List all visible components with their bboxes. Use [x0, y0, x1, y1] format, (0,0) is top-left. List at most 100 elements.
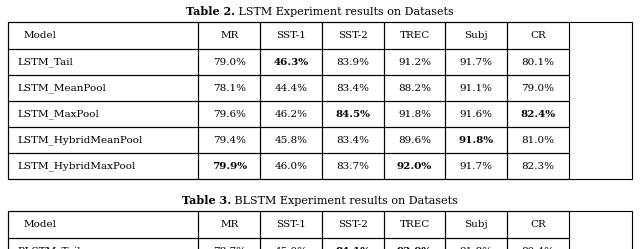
Bar — [8, 153, 198, 179]
Bar — [445, 153, 508, 179]
Text: 83.4%: 83.4% — [336, 135, 369, 144]
Text: Model: Model — [23, 31, 56, 40]
Text: 83.4%: 83.4% — [336, 83, 369, 92]
Text: MR: MR — [220, 220, 238, 229]
Bar — [383, 101, 445, 127]
Text: 91.6%: 91.6% — [460, 110, 493, 119]
Bar — [260, 127, 322, 153]
Text: Subj: Subj — [465, 31, 488, 40]
Text: SST-2: SST-2 — [338, 31, 368, 40]
Text: 79.9%: 79.9% — [212, 162, 247, 171]
Text: 91.1%: 91.1% — [460, 83, 493, 92]
Text: LSTM_MeanPool: LSTM_MeanPool — [17, 83, 106, 93]
Text: 82.4%: 82.4% — [520, 110, 556, 119]
Text: 91.8%: 91.8% — [398, 110, 431, 119]
Text: 91.2%: 91.2% — [398, 58, 431, 66]
Text: 84.5%: 84.5% — [335, 110, 371, 119]
Text: LSTM Experiment results on Datasets: LSTM Experiment results on Datasets — [235, 7, 454, 17]
Text: 82.3%: 82.3% — [522, 162, 555, 171]
Text: 88.2%: 88.2% — [398, 83, 431, 92]
Text: 46.2%: 46.2% — [275, 110, 307, 119]
Text: TREC: TREC — [399, 31, 429, 40]
Bar — [508, 22, 569, 49]
Bar — [8, 238, 198, 249]
Text: Table 3.: Table 3. — [182, 195, 231, 206]
Bar — [260, 75, 322, 101]
Text: 44.4%: 44.4% — [275, 83, 307, 92]
Bar — [198, 49, 260, 75]
Text: 79.6%: 79.6% — [212, 110, 246, 119]
Text: 79.0%: 79.0% — [212, 58, 246, 66]
Text: 79.0%: 79.0% — [522, 83, 555, 92]
Bar — [322, 238, 383, 249]
Bar — [260, 101, 322, 127]
Text: 46.3%: 46.3% — [273, 58, 308, 66]
Bar — [8, 101, 198, 127]
Text: LSTM_MaxPool: LSTM_MaxPool — [17, 109, 99, 119]
Bar — [508, 101, 569, 127]
Bar — [260, 238, 322, 249]
Text: Model: Model — [23, 220, 56, 229]
Bar — [383, 153, 445, 179]
Bar — [322, 75, 383, 101]
Bar — [445, 211, 508, 238]
Text: 80.1%: 80.1% — [522, 58, 555, 66]
Bar — [383, 75, 445, 101]
Text: 46.0%: 46.0% — [275, 162, 307, 171]
Text: 91.7%: 91.7% — [460, 58, 493, 66]
Text: 91.8%: 91.8% — [460, 247, 493, 249]
Text: CR: CR — [530, 220, 546, 229]
Text: BLSTM Experiment results on Datasets: BLSTM Experiment results on Datasets — [231, 196, 458, 206]
Bar — [322, 22, 383, 49]
Text: LSTM_HybridMeanPool: LSTM_HybridMeanPool — [17, 135, 143, 145]
Text: 92.0%: 92.0% — [397, 247, 432, 249]
Text: 81.0%: 81.0% — [522, 135, 555, 144]
Text: SST-1: SST-1 — [276, 220, 306, 229]
Bar — [445, 127, 508, 153]
Text: 79.4%: 79.4% — [212, 135, 246, 144]
Bar — [260, 49, 322, 75]
Bar — [508, 75, 569, 101]
Text: LSTM_Tail: LSTM_Tail — [17, 57, 74, 67]
Bar — [198, 75, 260, 101]
Text: 89.6%: 89.6% — [398, 135, 431, 144]
Bar — [198, 101, 260, 127]
Bar — [383, 22, 445, 49]
Bar — [322, 153, 383, 179]
Text: Subj: Subj — [465, 220, 488, 229]
Text: SST-2: SST-2 — [338, 220, 368, 229]
Bar — [8, 127, 198, 153]
Bar — [198, 238, 260, 249]
Text: SST-1: SST-1 — [276, 31, 306, 40]
Text: 45.0%: 45.0% — [275, 247, 307, 249]
Bar — [383, 49, 445, 75]
Bar — [322, 211, 383, 238]
Bar — [508, 49, 569, 75]
Bar — [8, 211, 198, 238]
Bar — [260, 153, 322, 179]
Text: 83.7%: 83.7% — [336, 162, 369, 171]
Bar — [198, 22, 260, 49]
Text: CR: CR — [530, 31, 546, 40]
Bar — [260, 211, 322, 238]
Bar — [445, 238, 508, 249]
Bar — [445, 49, 508, 75]
Bar — [508, 238, 569, 249]
Bar — [508, 153, 569, 179]
Text: 92.0%: 92.0% — [397, 162, 432, 171]
Bar — [508, 127, 569, 153]
Bar — [445, 101, 508, 127]
Bar — [198, 153, 260, 179]
Bar — [8, 75, 198, 101]
Text: 84.1%: 84.1% — [335, 247, 371, 249]
Bar — [8, 22, 632, 179]
Bar — [383, 211, 445, 238]
Bar — [8, 49, 198, 75]
Text: MR: MR — [220, 31, 238, 40]
Text: 91.8%: 91.8% — [459, 135, 494, 144]
Bar — [260, 22, 322, 49]
Bar — [198, 127, 260, 153]
Bar — [508, 211, 569, 238]
Bar — [322, 101, 383, 127]
Text: BLSTM_Tail: BLSTM_Tail — [17, 246, 81, 249]
